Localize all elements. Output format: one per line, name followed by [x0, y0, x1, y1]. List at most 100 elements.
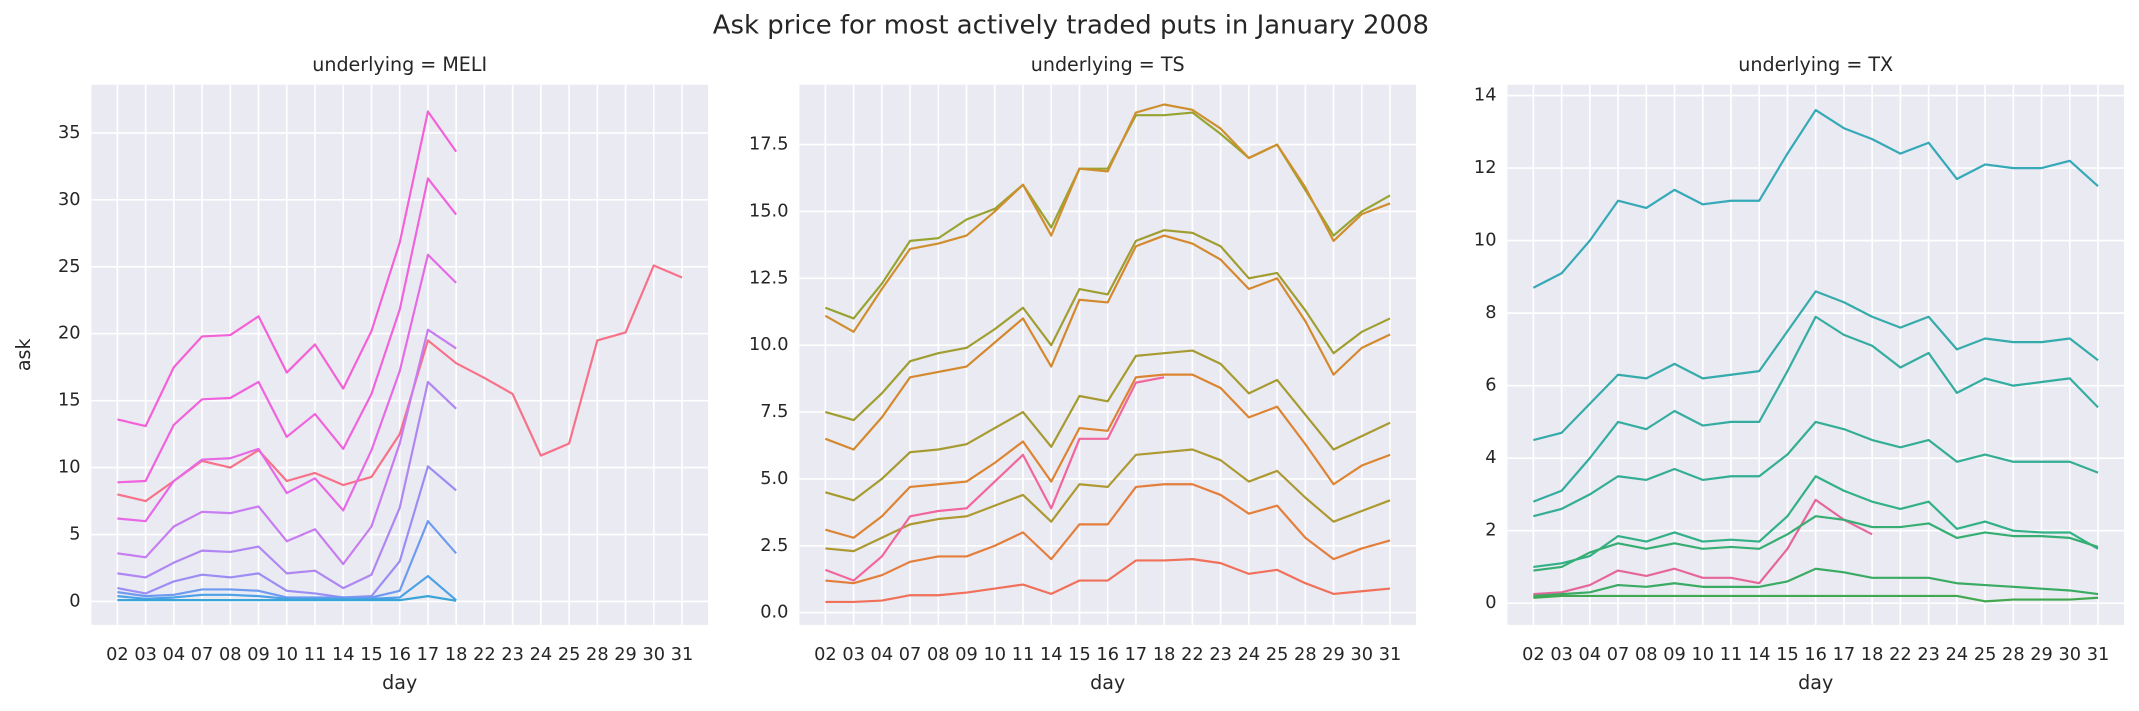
y-tick-label: 30	[58, 190, 81, 210]
y-tick-label: 20	[58, 324, 81, 344]
series-line	[117, 253, 457, 523]
series-line	[824, 103, 1391, 333]
series-line	[1533, 420, 2099, 518]
x-tick-label: 25	[558, 645, 581, 665]
y-tick-label: 2.5	[760, 536, 788, 556]
x-tick-label: 03	[1550, 645, 1573, 665]
x-tick-label: 25	[1974, 645, 1997, 665]
x-tick-label: 17	[417, 645, 440, 665]
series-line	[825, 349, 1391, 502]
x-tick-label: 28	[2002, 645, 2025, 665]
x-tick-label: 16	[388, 645, 411, 665]
x-tick-label: 07	[191, 645, 214, 665]
x-axis-label: day	[382, 671, 417, 694]
x-tick-label: 02	[106, 645, 129, 665]
x-tick-label: 02	[814, 645, 837, 665]
subplot-title: underlying = MELI	[312, 53, 487, 76]
x-tick-label: 30	[1351, 645, 1374, 665]
x-tick-label: 23	[1209, 645, 1232, 665]
series-line	[1533, 290, 2099, 442]
series-line	[117, 520, 457, 599]
series-line	[117, 380, 457, 590]
y-tick-label: 17.5	[749, 135, 788, 155]
series-line	[117, 465, 457, 599]
x-tick-label: 07	[1607, 645, 1630, 665]
x-tick-label: 29	[1322, 645, 1345, 665]
subplot-title: underlying = TS	[1031, 53, 1185, 76]
series-line	[825, 229, 1391, 422]
x-tick-label: 22	[1889, 645, 1912, 665]
x-tick-label: 31	[671, 645, 694, 665]
x-tick-label: 09	[955, 645, 978, 665]
series-line	[117, 574, 457, 601]
series-line	[117, 110, 458, 428]
y-tick-label: 5	[69, 525, 80, 545]
x-tick-label: 17	[1833, 645, 1856, 665]
y-tick-label: 35	[58, 123, 81, 143]
series-line	[117, 328, 457, 566]
x-tick-label: 16	[1804, 645, 1827, 665]
x-tick-label: 03	[134, 645, 157, 665]
series-line	[1533, 567, 2099, 598]
series-line	[1533, 475, 2099, 568]
x-tick-label: 24	[1238, 645, 1261, 665]
x-tick-label: 11	[304, 645, 327, 665]
y-tick-label: 25	[58, 257, 81, 277]
y-tick-label: 5.0	[760, 469, 788, 489]
x-tick-label: 04	[871, 645, 894, 665]
series-line	[1533, 594, 2099, 603]
x-tick-label: 09	[1663, 645, 1686, 665]
x-tick-label: 30	[2059, 645, 2082, 665]
x-tick-label: 18	[445, 645, 468, 665]
x-tick-label: 09	[247, 645, 270, 665]
series-line	[1532, 315, 2099, 503]
x-tick-label: 14	[1040, 645, 1063, 665]
series-line	[117, 595, 457, 602]
x-tick-label: 16	[1096, 645, 1119, 665]
x-tick-label: 28	[586, 645, 609, 665]
x-tick-label: 10	[1691, 645, 1714, 665]
series-line	[824, 376, 1165, 582]
y-tick-label: 8	[1485, 303, 1496, 323]
y-tick-label: 6	[1485, 376, 1496, 396]
x-tick-label: 31	[2087, 645, 2110, 665]
x-tick-label: 15	[360, 645, 383, 665]
x-tick-label: 08	[219, 645, 242, 665]
y-tick-label: 12	[1474, 158, 1497, 178]
x-tick-label: 02	[1522, 645, 1545, 665]
x-axis-label: day	[1090, 671, 1125, 694]
series-line	[825, 373, 1391, 539]
x-tick-label: 11	[1012, 645, 1035, 665]
y-tick-label: 0	[69, 591, 80, 611]
x-tick-label: 04	[163, 645, 186, 665]
x-tick-label: 10	[983, 645, 1006, 665]
x-tick-label: 22	[473, 645, 496, 665]
x-tick-label: 08	[927, 645, 950, 665]
y-tick-label: 0.0	[760, 603, 788, 623]
series-line	[825, 558, 1391, 604]
x-tick-label: 07	[899, 645, 922, 665]
x-tick-label: 28	[1294, 645, 1317, 665]
series-line	[825, 483, 1391, 585]
x-tick-label: 15	[1776, 645, 1799, 665]
figure-title: Ask price for most actively traded puts …	[713, 11, 1429, 41]
y-tick-label: 10.0	[749, 335, 788, 355]
y-tick-label: 0	[1485, 593, 1496, 613]
y-tick-label: 12.5	[749, 268, 788, 288]
y-tick-label: 4	[1485, 448, 1496, 468]
y-tick-label: 14	[1474, 86, 1497, 106]
y-tick-label: 10	[1474, 231, 1497, 251]
subplot-title: underlying = TX	[1738, 53, 1893, 76]
x-tick-label: 11	[1720, 645, 1743, 665]
series-line	[117, 177, 458, 484]
x-tick-label: 23	[501, 645, 524, 665]
x-axis-label: day	[1798, 671, 1833, 694]
series-line	[1533, 515, 2099, 572]
y-tick-label: 15	[58, 391, 81, 411]
x-tick-label: 25	[1266, 645, 1289, 665]
y-axis-label: ask	[12, 338, 35, 371]
x-tick-label: 29	[614, 645, 637, 665]
x-tick-label: 08	[1635, 645, 1658, 665]
